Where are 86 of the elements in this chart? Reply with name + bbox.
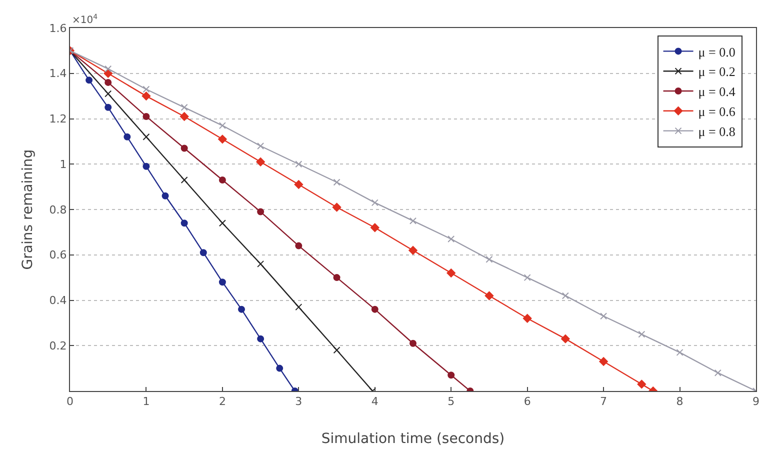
point — [104, 104, 112, 111]
text: ×10$^{4}$ — [72, 13, 98, 26]
point — [333, 274, 340, 282]
point — [410, 340, 416, 347]
point — [142, 162, 150, 170]
point — [562, 292, 569, 300]
point — [104, 65, 112, 72]
point — [180, 112, 189, 121]
point — [256, 157, 265, 166]
x-tick-label: 0 — [66, 395, 74, 408]
point — [180, 144, 188, 152]
point — [257, 208, 264, 216]
x-tick-label: 5 — [448, 395, 455, 408]
y-tick-label: 0.8 — [49, 203, 67, 216]
point — [294, 180, 304, 189]
point — [218, 134, 227, 144]
x-axis-title: Simulation time (seconds) — [321, 431, 505, 447]
x-tick-label: 4 — [371, 395, 378, 408]
point — [104, 68, 113, 78]
point — [257, 142, 264, 150]
point — [600, 312, 608, 320]
point — [180, 220, 188, 227]
legend-label: μ = 0.2 — [698, 64, 736, 80]
legend-label: μ = 0.8 — [698, 124, 736, 139]
point — [676, 348, 684, 356]
point — [333, 178, 340, 186]
point — [370, 223, 380, 232]
point — [332, 202, 342, 212]
point — [561, 334, 570, 344]
y-tick-label: 1.2 — [49, 112, 67, 126]
y-tick-label: 1 — [60, 158, 67, 171]
point — [484, 291, 494, 300]
point — [218, 176, 226, 184]
x-tick-label: 1 — [142, 395, 150, 408]
point — [124, 133, 131, 140]
point — [142, 112, 150, 120]
point — [295, 242, 302, 250]
point — [104, 78, 112, 86]
point — [446, 268, 456, 278]
x-tick-label: 8 — [676, 395, 684, 408]
point — [142, 133, 150, 140]
point — [371, 306, 378, 313]
point — [714, 369, 722, 376]
point — [218, 122, 226, 130]
point — [524, 274, 531, 282]
point — [200, 249, 207, 256]
y-axis-title: Grains remaining — [20, 149, 36, 270]
x-tick-label: 7 — [600, 395, 608, 408]
point — [638, 330, 646, 338]
point — [408, 246, 418, 255]
point — [218, 220, 226, 227]
x-tick-label: 3 — [295, 395, 302, 408]
point — [486, 256, 493, 263]
point — [238, 306, 245, 313]
point — [257, 260, 264, 268]
point — [637, 380, 646, 389]
legend-label: μ = 0.6 — [698, 104, 736, 119]
y-tick-label: 0.2 — [49, 339, 67, 352]
point — [180, 176, 188, 184]
point — [295, 304, 302, 311]
point — [257, 335, 264, 342]
y-tick-label: 0.6 — [49, 248, 67, 262]
point — [448, 372, 455, 379]
point — [180, 104, 188, 111]
point — [104, 90, 112, 98]
point — [333, 346, 340, 354]
point — [599, 357, 608, 366]
point — [142, 86, 150, 93]
y-tick-label: 1.6 — [49, 22, 67, 35]
point — [410, 217, 416, 224]
x-tick-label: 6 — [524, 395, 531, 408]
x-tick-label: 9 — [752, 395, 760, 408]
point — [295, 160, 302, 168]
point — [371, 199, 378, 206]
point — [86, 76, 93, 84]
y-tick-label: 1.4 — [49, 67, 67, 80]
legend-label: μ = 0.4 — [698, 84, 736, 100]
point — [522, 314, 532, 323]
point — [448, 235, 455, 242]
y-tick-label: 0.4 — [49, 294, 67, 308]
point — [142, 92, 151, 100]
point — [218, 278, 226, 286]
point — [162, 192, 169, 200]
point — [276, 364, 284, 372]
x-tick-label: 2 — [218, 395, 226, 408]
legend-label: μ = 0.0 — [698, 44, 736, 60]
